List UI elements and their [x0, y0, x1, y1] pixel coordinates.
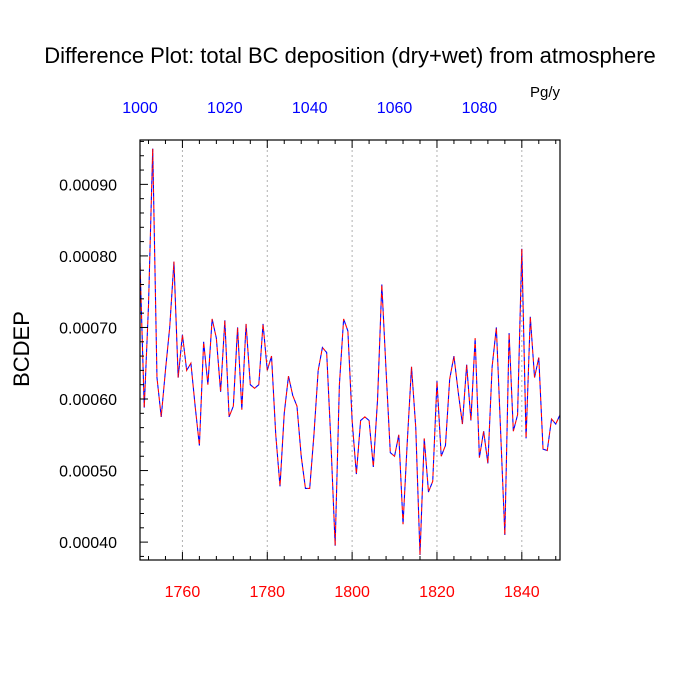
x-tick-label-top: 1040 [292, 100, 328, 117]
x-tick-label-top: 1060 [377, 100, 413, 117]
y-axis-label: BCDEP [9, 311, 34, 387]
y-tick-label: 0.00060 [59, 392, 117, 409]
x-tick-label-bottom: 1800 [334, 584, 370, 601]
x-tick-label-bottom: 1840 [504, 584, 540, 601]
axes: 1760 1780 1800 1820 1840 1000 1020 1040 1060 1080… [59, 100, 561, 601]
x-tick-label-bottom: 1820 [419, 584, 455, 601]
x-tick-label-top: 1080 [462, 100, 498, 117]
x-tick-label-bottom: 1780 [249, 584, 285, 601]
plot-frame [139, 139, 561, 561]
x-tick-label-top: 1000 [122, 100, 158, 117]
y-tick-label: 0.00070 [59, 320, 117, 337]
series-line [139, 148, 561, 556]
grid-lines [181, 140, 523, 560]
y-tick-label: 0.00050 [59, 464, 117, 481]
x-tick-label-bottom: 1760 [165, 584, 201, 601]
y-tick-label: 0.00040 [59, 535, 117, 552]
y-tick-label: 0.00090 [59, 177, 117, 194]
chart-title: Difference Plot: total BC deposition (dr… [44, 43, 656, 68]
series-line-overlay [139, 148, 561, 556]
x-tick-label-top: 1020 [207, 100, 243, 117]
units-label: Pg/y [530, 84, 561, 101]
y-tick-label: 0.00080 [59, 249, 117, 266]
series-layer [139, 148, 561, 556]
